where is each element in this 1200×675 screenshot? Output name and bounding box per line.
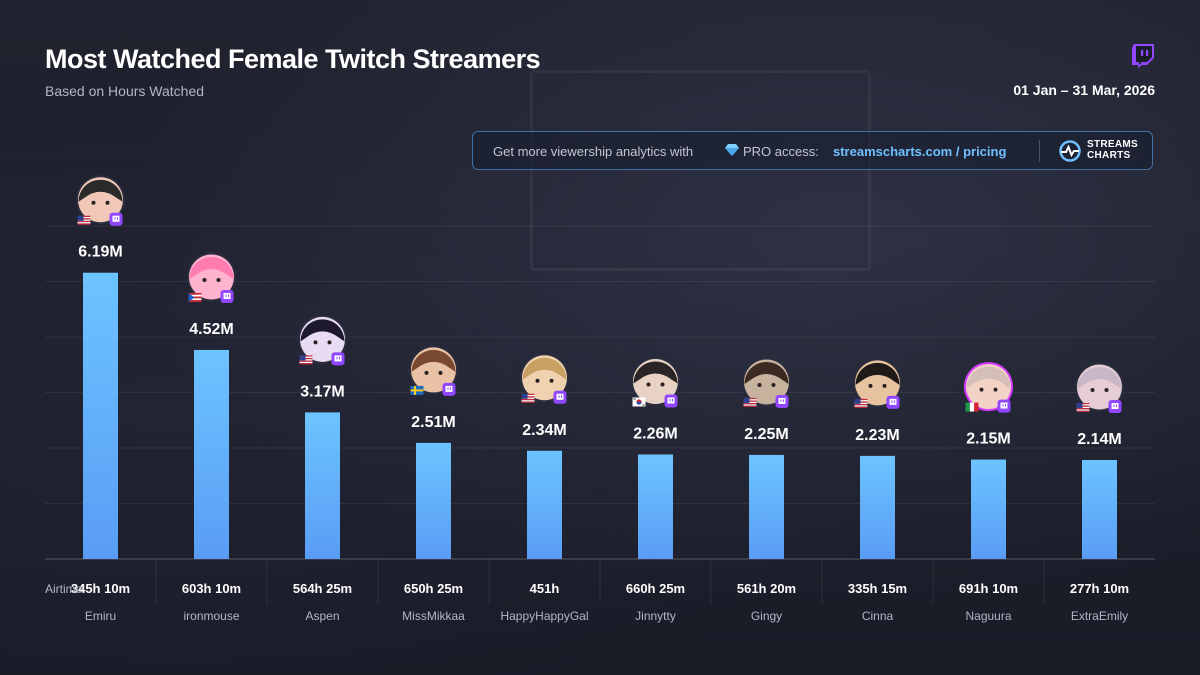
twitch-badge-icon xyxy=(886,395,900,409)
streamer-name[interactable]: Cinna xyxy=(862,609,894,623)
value-label: 3.17M xyxy=(300,383,344,400)
value-label: 6.19M xyxy=(78,244,122,261)
promo-pro-label: PRO access: xyxy=(743,144,819,159)
flag-us-icon xyxy=(1076,403,1090,413)
airtime-value: 660h 25m xyxy=(626,581,685,596)
value-label: 2.15M xyxy=(966,431,1010,448)
value-label: 4.52M xyxy=(189,321,233,338)
streamer-name[interactable]: Naguura xyxy=(965,609,1011,623)
diamond-icon xyxy=(725,144,739,156)
airtime-value: 451h xyxy=(530,581,560,596)
streamer-name[interactable]: Emiru xyxy=(85,609,116,623)
streamer-name[interactable]: MissMikkaa xyxy=(402,609,465,623)
avatar-HappyHappyGal[interactable] xyxy=(520,353,569,403)
flag-us-icon xyxy=(77,215,91,225)
bar-MissMikkaa xyxy=(416,442,451,559)
twitch-badge-icon xyxy=(109,212,123,226)
airtime-value: 564h 25m xyxy=(293,581,352,596)
bar-Cinna xyxy=(860,455,895,559)
value-label: 2.23M xyxy=(855,427,899,444)
chart-subtitle: Based on Hours Watched xyxy=(45,83,205,99)
twitch-badge-icon xyxy=(664,394,678,408)
avatar-ExtraEmily[interactable] xyxy=(1075,362,1124,412)
airtime-value: 561h 20m xyxy=(737,581,796,596)
streams-charts-wordmark: STREAMS CHARTS xyxy=(1087,139,1138,161)
avatar-Aspen[interactable] xyxy=(298,314,347,364)
value-label: 2.25M xyxy=(744,426,788,443)
avatar-Naguura[interactable] xyxy=(964,362,1013,412)
flag-kr-icon xyxy=(632,397,646,407)
flag-it-icon xyxy=(965,402,979,412)
avatar-Emiru[interactable] xyxy=(76,175,125,225)
bar-Gingy xyxy=(749,454,784,559)
bar-ironmouse xyxy=(194,349,229,559)
value-label: 2.26M xyxy=(633,425,677,442)
twitch-badge-icon xyxy=(1108,400,1122,414)
value-label: 2.51M xyxy=(411,414,455,431)
brand-line1: STREAMS xyxy=(1087,139,1138,150)
flag-us-icon xyxy=(521,393,535,403)
twitch-icon xyxy=(1132,44,1154,68)
avatar-Cinna[interactable] xyxy=(853,358,902,408)
airtime-value: 650h 25m xyxy=(404,581,463,596)
streamer-name[interactable]: Gingy xyxy=(751,609,782,623)
airtime-value: 335h 15m xyxy=(848,581,907,596)
promo-text: Get more viewership analytics with xyxy=(493,144,694,159)
avatar-Gingy[interactable] xyxy=(742,357,791,407)
bar-ExtraEmily xyxy=(1082,460,1117,559)
brand-line2: CHARTS xyxy=(1087,150,1131,161)
flag-us-icon xyxy=(299,355,313,365)
avatar-ironmouse[interactable] xyxy=(187,252,236,302)
flag-se-icon xyxy=(410,385,424,395)
streamer-name[interactable]: HappyHappyGal xyxy=(500,609,588,623)
streamer-name[interactable]: Jinnytty xyxy=(635,609,676,623)
airtime-label: Airtime: xyxy=(45,582,86,596)
airtime-value: 345h 10m xyxy=(71,581,130,596)
pricing-link[interactable]: streamscharts.com / pricing xyxy=(833,144,1007,159)
chart-title: Most Watched Female Twitch Streamers xyxy=(45,44,541,74)
airtime-value: 277h 10m xyxy=(1070,581,1129,596)
twitch-badge-icon xyxy=(775,394,789,408)
promo-banner[interactable]: Get more viewership analytics with PRO a… xyxy=(472,131,1153,170)
twitch-badge-icon xyxy=(997,399,1011,413)
twitch-badge-icon xyxy=(331,352,345,366)
streamer-name[interactable]: ironmouse xyxy=(183,609,239,623)
streamer-name[interactable]: ExtraEmily xyxy=(1071,609,1128,623)
bar-Jinnytty xyxy=(638,454,673,559)
flag-pr-icon xyxy=(188,292,202,302)
value-label: 2.34M xyxy=(522,422,566,439)
flag-us-icon xyxy=(743,397,757,407)
background-decor xyxy=(530,70,871,271)
flag-us-icon xyxy=(854,398,868,408)
date-range: 01 Jan – 31 Mar, 2026 xyxy=(1013,82,1155,98)
twitch-badge-icon xyxy=(442,382,456,396)
value-label: 2.14M xyxy=(1077,431,1121,448)
bar-Aspen xyxy=(305,412,340,559)
bar-Naguura xyxy=(971,459,1006,559)
avatar-Jinnytty[interactable] xyxy=(631,356,680,406)
avatar-MissMikkaa[interactable] xyxy=(409,345,458,395)
airtime-value: 691h 10m xyxy=(959,581,1018,596)
twitch-badge-icon xyxy=(220,289,234,303)
divider xyxy=(1039,140,1040,162)
airtime-value: 603h 10m xyxy=(182,581,241,596)
bar-Emiru xyxy=(83,272,118,559)
streams-charts-logo xyxy=(1059,140,1081,162)
twitch-badge-icon xyxy=(553,390,567,404)
streamer-name[interactable]: Aspen xyxy=(305,609,339,623)
bar-HappyHappyGal xyxy=(527,450,562,559)
